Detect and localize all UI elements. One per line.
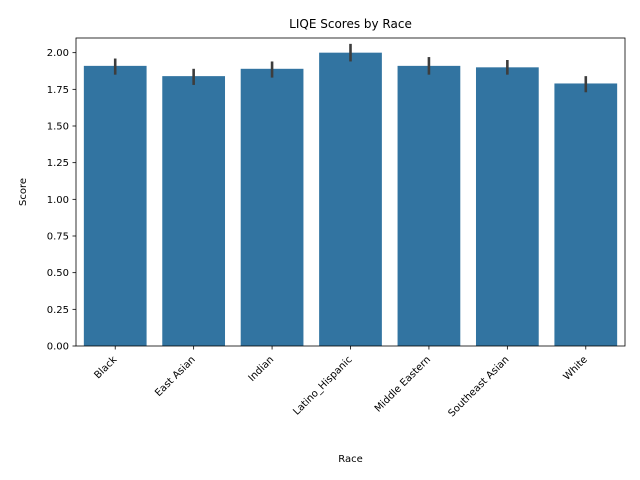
bar-east-asian bbox=[162, 76, 226, 346]
y-tick-label: 2.00 bbox=[47, 48, 69, 59]
bars-layer bbox=[83, 52, 618, 347]
y-tick-label: 0.50 bbox=[47, 268, 69, 279]
x-tick-label: Indian bbox=[247, 354, 277, 384]
x-tick-label: Black bbox=[92, 354, 119, 381]
y-axis: 0.00 0.25 0.50 0.75 1.00 1.25 1.50 1.75 2.00 bbox=[47, 48, 76, 353]
bar-latino-hispanic bbox=[319, 52, 382, 347]
y-tick-label: 1.25 bbox=[47, 158, 69, 169]
x-axis: Black East Asian Indian Latino_Hispanic Midd… bbox=[92, 346, 590, 419]
bar-indian bbox=[240, 68, 304, 347]
y-tick-label: 0.25 bbox=[47, 305, 69, 316]
x-tick-label: East Asian bbox=[153, 354, 198, 399]
y-tick-label: 1.50 bbox=[47, 122, 69, 133]
x-tick-label: White bbox=[562, 354, 590, 382]
plot-frame bbox=[75, 37, 626, 347]
bar-middle-eastern bbox=[397, 65, 461, 346]
y-tick-label: 1.75 bbox=[47, 85, 69, 96]
x-axis-label: Race bbox=[338, 454, 363, 465]
bar-white bbox=[554, 83, 618, 346]
y-tick-label: 0.00 bbox=[47, 342, 69, 353]
y-tick-label: 0.75 bbox=[47, 232, 69, 243]
error-bars-layer bbox=[113, 43, 588, 93]
y-axis-label: Score bbox=[18, 178, 29, 206]
x-tick-label: Middle Eastern bbox=[373, 354, 433, 414]
x-tick-label: Latino_Hispanic bbox=[291, 354, 354, 417]
chart-title: LIQE Scores by Race bbox=[289, 17, 412, 31]
bar-black bbox=[83, 65, 147, 346]
x-tick-label: Southeast Asian bbox=[446, 354, 511, 419]
bar-southeast-asian bbox=[475, 67, 539, 346]
y-tick-label: 1.00 bbox=[47, 195, 69, 206]
